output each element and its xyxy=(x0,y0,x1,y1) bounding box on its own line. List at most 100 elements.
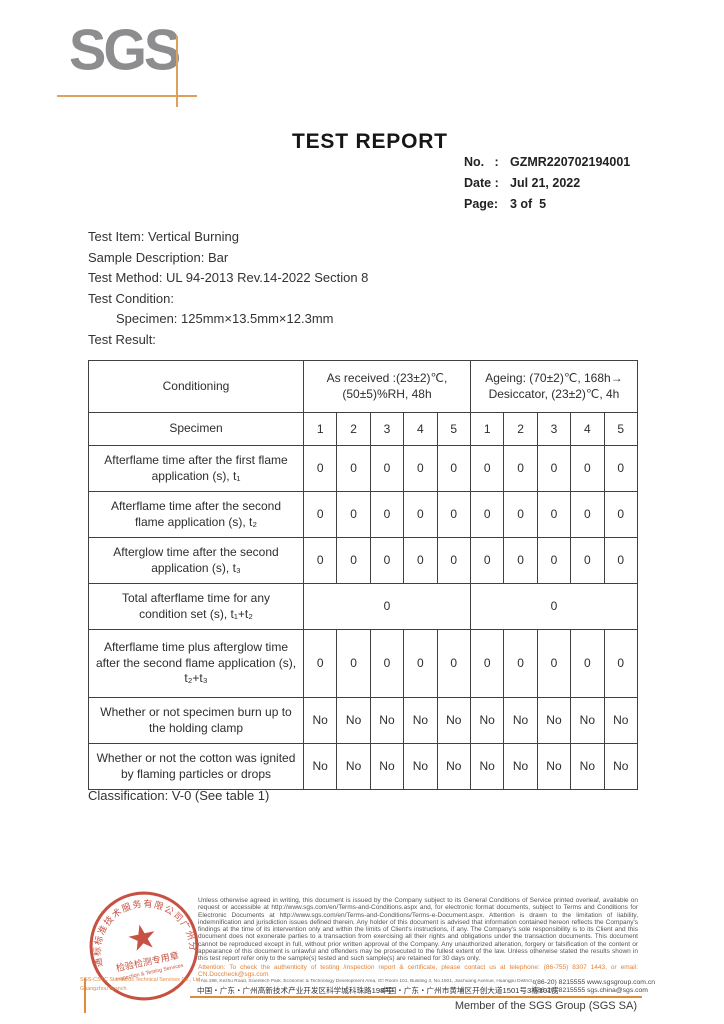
value-cell-6: No xyxy=(503,697,538,744)
row-label-cell: Afterflame time plus afterglow time after… xyxy=(88,629,304,698)
test-method-line: Test Method: UL 94-2013 Rev.14-2022 Sect… xyxy=(88,270,369,286)
value-cell-5: No xyxy=(469,697,505,744)
conditioning-header-cell: Conditioning xyxy=(88,360,304,413)
specimen-size-line: Specimen: 125mm×13.5mm×12.3mm xyxy=(116,311,334,327)
value-cell-0: 0 xyxy=(302,445,338,492)
legal-text: Unless otherwise agreed in writing, this… xyxy=(198,897,638,963)
value-cell-2: 0 xyxy=(369,629,405,698)
report-date-row: Date : Jul 21, 2022 xyxy=(464,173,630,194)
value-cell-8: 0 xyxy=(570,629,605,698)
report-date-value: Jul 21, 2022 xyxy=(510,176,581,190)
value-cell-4: 0 xyxy=(436,491,471,538)
value-cell-1: 0 xyxy=(336,629,371,698)
value-cell-6: No xyxy=(503,743,538,790)
member-line: Member of the SGS Group (SGS SA) xyxy=(454,1000,637,1012)
table-row: Afterglow time after the second applicati… xyxy=(88,537,638,584)
value-cell-9: 0 xyxy=(603,491,638,538)
value-cell-1: 0 xyxy=(336,537,371,584)
value-cell-3: 0 xyxy=(403,491,438,538)
address-2-english: □ Room 101, Building 3, No.1501, Jiachua… xyxy=(381,979,533,984)
value-cell-4: No xyxy=(436,697,471,744)
value-cell-7: No xyxy=(536,697,572,744)
value-cell-1: 0 xyxy=(336,491,371,538)
value-cell-7: 0 xyxy=(536,629,572,698)
page-title: TEST REPORT xyxy=(292,130,448,153)
company-seal-stamp: 通标标准技术服务有限公司广州分公司 ★ 检验检测专用章 Inspection &… xyxy=(75,877,199,1001)
footer-contacts: t(86-20) 8215555 www.sgsgroup.com.cn t(8… xyxy=(533,979,655,995)
value-cell-9: No xyxy=(603,743,638,790)
specimen-header-row: Specimen 1 2 3 4 5 1 2 3 4 5 xyxy=(88,412,638,446)
value-cell-5: 0 xyxy=(469,537,505,584)
row-label-cell: Afterflame time after the first flame app… xyxy=(88,445,304,492)
value-cell-6: 0 xyxy=(503,537,538,584)
address-2-chinese: 中国・广东・广州市黄埔区开创大道1501号3栋101房 xyxy=(381,986,560,995)
value-cell-2: 0 xyxy=(369,445,405,492)
condition-group-1: As received :(23±2)℃, (50±5)%RH, 48h xyxy=(303,360,471,413)
value-cell-7: 0 xyxy=(536,537,572,584)
value-cell-0: 0 xyxy=(302,537,338,584)
report-page-label: Page: xyxy=(464,197,499,211)
specimen-number-cell-9: 5 xyxy=(603,412,638,446)
report-no-row: No. : GZMR220702194001 xyxy=(464,152,630,173)
table-row: Whether or not the cotton was ignited by … xyxy=(88,743,638,790)
value-cell-2: No xyxy=(369,697,405,744)
value-cell-3: 0 xyxy=(403,629,438,698)
value-cell-1: No xyxy=(336,743,371,790)
value-cell-3: No xyxy=(403,697,438,744)
condition-group-2: Ageing: (70±2)℃, 168h→ Desiccator, (23±2)… xyxy=(469,360,638,413)
value-cell-4: 0 xyxy=(436,629,471,698)
report-page-value: 3 of 5 xyxy=(510,197,547,211)
value-cell-3: No xyxy=(403,743,438,790)
row-label-cell: Whether or not specimen burn up to the ho… xyxy=(88,697,304,744)
specimen-number-cell-8: 4 xyxy=(570,412,605,446)
test-condition-line: Test Condition: xyxy=(88,290,174,306)
value-cell-2: 0 xyxy=(369,537,405,584)
row-label-cell: Whether or not the cotton was ignited by … xyxy=(88,743,304,790)
report-no-value: GZMR220702194001 xyxy=(510,155,631,169)
footer-legal-block: Unless otherwise agreed in writing, this… xyxy=(198,897,638,978)
branch-name-line1: SGS-CSTC Standards Technical Services Co… xyxy=(80,977,202,983)
value-cell-2: 0 xyxy=(369,491,405,538)
specimen-number-cell-6: 2 xyxy=(503,412,538,446)
branch-name-block: SGS-CSTC Standards Technical Services Co… xyxy=(80,976,235,994)
specimen-number-cell-4: 5 xyxy=(436,412,471,446)
specimen-number-cell-2: 3 xyxy=(369,412,405,446)
classification-line: Classification: V-0 (See table 1) xyxy=(88,788,270,803)
stamp-star-icon: ★ xyxy=(123,916,161,960)
stamp-ring xyxy=(89,891,199,1001)
value-cell-5: 0 xyxy=(469,445,505,492)
footer-addresses: □ No.198, Kezhu Road, Scientech Park, Ec… xyxy=(197,979,655,995)
specimen-number-cell-0: 1 xyxy=(302,412,338,446)
attention-text: Attention: To check the authenticity of … xyxy=(198,963,638,978)
footer-orange-tick xyxy=(84,978,86,1013)
row-label-cell: Afterglow time after the second applicati… xyxy=(88,537,304,584)
value-cell-9: 0 xyxy=(603,629,638,698)
test-info: Test Item: Vertical Burning Sample Descr… xyxy=(88,230,368,354)
value-cell-7: 0 xyxy=(536,445,572,492)
value-cell-4: No xyxy=(436,743,471,790)
value-cell-7: No xyxy=(536,743,572,790)
contact-email: t(86-20) 8215555 sgs.china@sgs.com xyxy=(533,987,648,994)
value-cell-6: 0 xyxy=(503,491,538,538)
specimen-number-cell-1: 2 xyxy=(336,412,371,446)
value-cell-0: No xyxy=(302,697,338,744)
value-cell-8: 0 xyxy=(570,445,605,492)
sample-description-line: Sample Description: Bar xyxy=(88,249,229,265)
logo-crosshair-horizontal xyxy=(57,95,197,97)
specimen-header-cell: Specimen xyxy=(88,412,304,446)
merged-value-cell-0: 0 xyxy=(303,583,471,630)
value-cell-4: 0 xyxy=(436,445,471,492)
sgs-logo-text: SGS xyxy=(69,17,181,82)
value-cell-1: 0 xyxy=(336,445,371,492)
value-cell-8: 0 xyxy=(570,537,605,584)
test-item-line: Test Item: Vertical Burning xyxy=(88,229,240,244)
value-cell-1: No xyxy=(336,697,371,744)
report-meta: No. : GZMR220702194001 Date : Jul 21, 20… xyxy=(464,152,630,215)
specimen-number-cell-5: 1 xyxy=(469,412,505,446)
footer-orange-rule xyxy=(190,996,642,998)
table-header-row: Conditioning As received :(23±2)℃, (50±5)%… xyxy=(88,360,638,413)
value-cell-7: 0 xyxy=(536,491,572,538)
branch-name-line2: Guangzhou Branch xyxy=(80,986,127,992)
sgs-logo: SGS xyxy=(57,17,207,110)
value-cell-9: No xyxy=(603,697,638,744)
